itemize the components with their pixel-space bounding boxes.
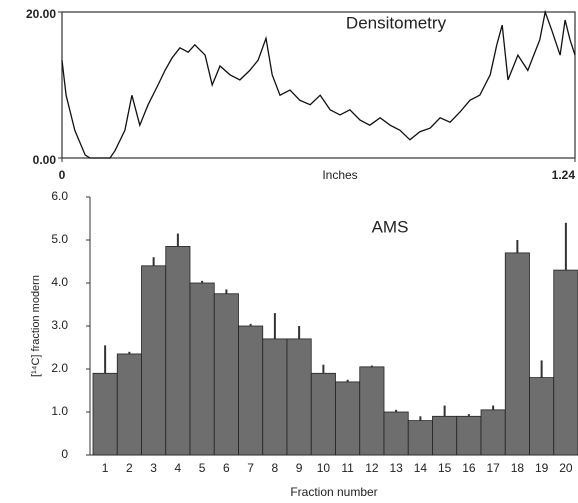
bar <box>262 338 288 456</box>
x-tick-label: 6 <box>223 461 230 475</box>
x-tick-label: 11 <box>341 461 354 475</box>
y-tick-label: 1.0 <box>51 404 68 418</box>
y-tick-label: 4.0 <box>51 275 68 289</box>
x-axis-label: Fraction number <box>290 485 377 499</box>
y-tick-label: 0.00 <box>33 153 57 167</box>
x-tick-label: 10 <box>317 461 331 475</box>
x-tick-label: 4 <box>175 461 182 475</box>
y-tick-label: 6.0 <box>51 189 68 203</box>
x-tick-label: 2 <box>126 461 133 475</box>
y-tick-label: 3.0 <box>51 318 68 332</box>
x-axis-label: Inches <box>322 168 357 182</box>
bar <box>359 366 385 456</box>
x-tick-label: 1.24 <box>552 168 576 182</box>
x-tick-label: 5 <box>199 461 206 475</box>
density-line <box>61 9 576 159</box>
bar <box>116 353 142 456</box>
bar <box>335 381 361 456</box>
x-tick-label: 20 <box>559 461 573 475</box>
plot-frame <box>61 11 576 159</box>
x-tick-label: 17 <box>486 461 500 475</box>
bar <box>213 293 239 456</box>
bar <box>383 411 409 456</box>
x-tick-label: 7 <box>247 461 254 475</box>
x-tick-label: 9 <box>296 461 303 475</box>
bar <box>407 420 433 456</box>
bar <box>553 269 578 456</box>
x-tick-label: 8 <box>272 461 279 475</box>
y-tick-label: 0 <box>61 447 68 461</box>
bar <box>165 246 191 456</box>
x-tick-label: 14 <box>414 461 428 475</box>
x-tick-label: 19 <box>535 461 549 475</box>
y-axis-label: [¹⁴C] fraction modern <box>30 275 42 377</box>
bar <box>238 325 264 456</box>
x-tick-label: 13 <box>389 461 403 475</box>
y-tick-label: 5.0 <box>51 232 68 246</box>
bar <box>504 252 530 456</box>
x-tick-label: 16 <box>462 461 476 475</box>
x-tick-label: 1 <box>102 461 109 475</box>
x-tick-label: 0 <box>59 168 66 182</box>
bar <box>456 415 482 456</box>
y-tick-label: 20.00 <box>26 7 56 21</box>
chart-title: Densitometry <box>346 13 447 32</box>
bar <box>310 372 336 456</box>
bar <box>141 265 167 456</box>
x-tick-label: 15 <box>438 461 452 475</box>
bar <box>286 338 312 456</box>
bar <box>480 409 506 456</box>
x-tick-label: 18 <box>511 461 525 475</box>
bar <box>189 282 215 456</box>
bar <box>92 372 118 456</box>
x-tick-label: 12 <box>365 461 379 475</box>
bar <box>529 377 555 456</box>
bar <box>432 415 458 456</box>
chart-title: AMS <box>372 217 409 236</box>
y-tick-label: 2.0 <box>51 361 68 375</box>
x-tick-label: 3 <box>150 461 157 475</box>
